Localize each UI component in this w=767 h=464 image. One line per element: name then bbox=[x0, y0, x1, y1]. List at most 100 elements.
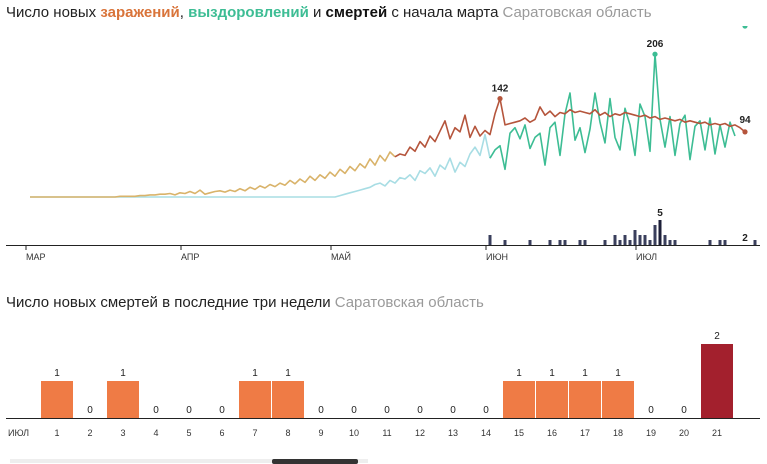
bar-day-label: 1 bbox=[54, 428, 59, 438]
death-day-bar bbox=[536, 381, 568, 418]
bar-day-label: 5 bbox=[186, 428, 191, 438]
bar-value-label: 1 bbox=[549, 368, 555, 379]
bar-value-label: 0 bbox=[351, 405, 357, 416]
scroll-track[interactable] bbox=[10, 459, 368, 463]
recoveries-line-early bbox=[30, 133, 491, 198]
death-bar bbox=[563, 240, 567, 245]
bar-day-label: 21 bbox=[712, 428, 722, 438]
bar-day-label: 10 bbox=[349, 428, 359, 438]
recoveries-peak-dot bbox=[652, 51, 658, 57]
bar-day-label: 16 bbox=[547, 428, 557, 438]
month-tick-label: ИЮН bbox=[486, 252, 508, 262]
recoveries-last-dot bbox=[742, 26, 748, 29]
bar-day-label: 19 bbox=[646, 428, 656, 438]
bar-value-label: 1 bbox=[582, 368, 588, 379]
death-bar bbox=[558, 240, 562, 245]
bar-day-label: 17 bbox=[580, 428, 590, 438]
bar-day-label: 3 bbox=[120, 428, 125, 438]
bar-value-label: 1 bbox=[54, 368, 60, 379]
bar-day-label: 18 bbox=[613, 428, 623, 438]
bar-value-label: 0 bbox=[648, 405, 654, 416]
bar-value-label: 1 bbox=[120, 368, 126, 379]
bar-day-label: 8 bbox=[285, 428, 290, 438]
death-bar bbox=[548, 240, 552, 245]
death-day-bar bbox=[503, 381, 535, 418]
bar-day-label: 9 bbox=[318, 428, 323, 438]
cases-line-chart[interactable]: 142 206 94 88 5 2 МАР АПР МАЙ ИЮН ИЮЛ bbox=[0, 26, 767, 266]
death-bar bbox=[643, 235, 647, 245]
top-region-label: Саратовская область bbox=[502, 4, 652, 21]
death-bar bbox=[603, 240, 607, 245]
death-bar bbox=[668, 240, 672, 245]
death-bar bbox=[708, 240, 712, 245]
bar-value-label: 0 bbox=[153, 405, 159, 416]
month-tick-label: АПР bbox=[181, 252, 199, 262]
death-bar bbox=[488, 235, 492, 245]
bottom-chart-title: Число новых смертей в последние три неде… bbox=[6, 294, 484, 311]
bottom-title-text: Число новых смертей в последние три неде… bbox=[6, 294, 331, 311]
bar-value-label: 1 bbox=[285, 368, 291, 379]
deaths-last-label: 2 bbox=[742, 233, 748, 244]
bottom-region-label: Саратовская область bbox=[334, 294, 484, 311]
recoveries-line bbox=[489, 53, 736, 171]
death-bar bbox=[723, 240, 727, 245]
death-bar bbox=[503, 240, 507, 245]
scroll-thumb[interactable] bbox=[272, 459, 358, 464]
death-day-bar bbox=[701, 344, 733, 418]
infections-peak-label: 142 bbox=[492, 84, 509, 95]
title-prefix: Число новых bbox=[6, 4, 101, 21]
death-bar bbox=[638, 235, 642, 245]
bar-day-label: 11 bbox=[382, 428, 391, 438]
bar-value-label: 0 bbox=[417, 405, 423, 416]
death-bar bbox=[673, 240, 677, 245]
death-day-bar bbox=[107, 381, 139, 418]
bar-day-label: 14 bbox=[481, 428, 491, 438]
death-day-bar bbox=[41, 381, 73, 418]
deaths-peak-label: 5 bbox=[657, 208, 663, 219]
bar-value-label: 1 bbox=[516, 368, 522, 379]
bar-value-label: 0 bbox=[450, 405, 456, 416]
bar-value-label: 0 bbox=[384, 405, 390, 416]
month-tick-label: МАР bbox=[26, 252, 46, 262]
death-bar bbox=[753, 240, 757, 245]
recoveries-peak-label: 206 bbox=[647, 39, 664, 50]
top-chart-title: Число новых заражений, выздоровлений и с… bbox=[6, 4, 652, 21]
death-day-bar bbox=[602, 381, 634, 418]
month-tick-label: МАЙ bbox=[331, 251, 351, 262]
bar-month-label: ИЮЛ bbox=[8, 428, 29, 438]
title-word-deaths: смертей bbox=[325, 4, 388, 21]
deaths-bar-chart[interactable]: ИЮЛ1102130405061718090100110120130141151… bbox=[0, 314, 767, 444]
bar-value-label: 0 bbox=[87, 405, 93, 416]
title-sep2: и bbox=[308, 4, 326, 21]
death-day-bar bbox=[272, 381, 304, 418]
death-day-bar bbox=[239, 381, 271, 418]
death-bar bbox=[623, 235, 627, 245]
bar-day-label: 12 bbox=[415, 428, 425, 438]
death-bar bbox=[578, 240, 582, 245]
recoveries-last-label: 88 bbox=[739, 26, 751, 29]
infections-last-label: 94 bbox=[739, 115, 751, 126]
title-suffix: с начала марта bbox=[387, 4, 499, 21]
infections-line-early bbox=[30, 151, 396, 198]
month-tick-label: ИЮЛ bbox=[636, 252, 657, 262]
bar-value-label: 0 bbox=[483, 405, 489, 416]
death-bar bbox=[653, 225, 657, 245]
bar-value-label: 0 bbox=[681, 405, 687, 416]
death-day-bar bbox=[569, 381, 601, 418]
title-sep1: , bbox=[179, 4, 189, 21]
bar-day-label: 2 bbox=[87, 428, 92, 438]
death-bar bbox=[663, 235, 667, 245]
infections-last-dot bbox=[742, 129, 748, 135]
death-bar bbox=[628, 240, 632, 245]
title-word-infections: заражений bbox=[100, 4, 180, 21]
bar-value-label: 2 bbox=[714, 331, 720, 342]
bar-day-label: 20 bbox=[679, 428, 689, 438]
death-bar bbox=[648, 240, 652, 245]
bar-value-label: 1 bbox=[252, 368, 258, 379]
bar-day-label: 4 bbox=[153, 428, 158, 438]
bar-day-label: 6 bbox=[219, 428, 224, 438]
death-bar bbox=[618, 240, 622, 245]
death-bar bbox=[583, 240, 587, 245]
bar-value-label: 1 bbox=[615, 368, 621, 379]
death-bar bbox=[633, 230, 637, 245]
